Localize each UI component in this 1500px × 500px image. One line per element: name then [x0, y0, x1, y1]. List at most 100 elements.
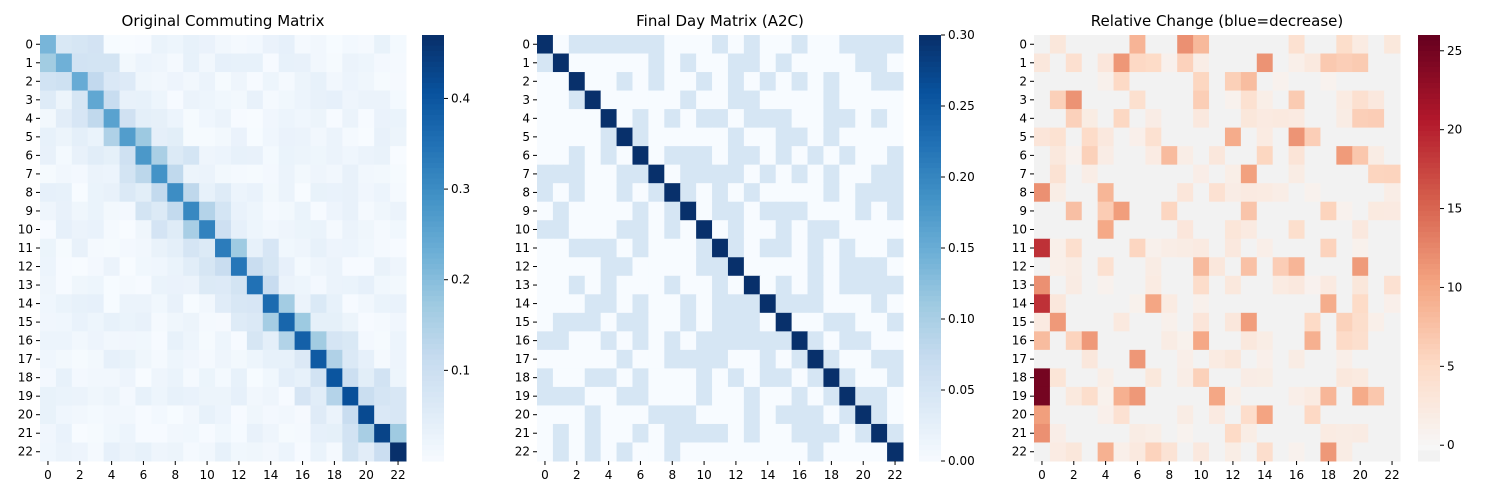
heatmap-cell	[775, 220, 793, 240]
heatmap-cell	[568, 368, 586, 388]
heatmap-cell	[696, 312, 713, 332]
heatmap-cell	[1384, 386, 1401, 406]
heatmap-cell	[871, 201, 888, 221]
heatmap-cell	[294, 127, 312, 147]
colorbar-segment	[1418, 173, 1440, 180]
heatmap-cell	[1304, 183, 1321, 203]
heatmap-cell	[55, 442, 73, 462]
heatmap-cell	[1129, 201, 1146, 221]
heatmap-cell	[791, 331, 809, 351]
heatmap-cell	[1336, 331, 1353, 351]
heatmap-cell	[823, 53, 840, 73]
heatmap-cell	[294, 53, 312, 73]
heatmap-cell	[1113, 423, 1130, 443]
heatmap-cell	[568, 90, 586, 110]
heatmap-cell	[103, 442, 121, 462]
heatmap-cell	[1081, 127, 1099, 147]
heatmap-cell	[246, 423, 264, 443]
colorbar-segment	[919, 418, 941, 425]
heatmap-cell	[632, 442, 649, 462]
colorbar-segment	[422, 35, 444, 41]
colorbar-segment	[1418, 327, 1440, 334]
colorbar-segment	[1418, 130, 1440, 137]
heatmap-cell	[568, 127, 586, 147]
heatmap-cell	[1304, 53, 1321, 73]
heatmap-cell	[680, 109, 697, 129]
heatmap-cell	[1240, 257, 1258, 277]
heatmap-cell	[1256, 220, 1274, 240]
colorbar-segment	[1418, 439, 1440, 446]
heatmap-cell	[1240, 53, 1258, 73]
heatmap-cell	[278, 275, 296, 295]
heatmap-cell	[1272, 109, 1290, 129]
heatmap-cell	[1209, 349, 1226, 369]
colorbar-segment	[919, 205, 941, 212]
heatmap-cell	[246, 72, 264, 92]
y-tick-label: 21	[1012, 426, 1027, 440]
colorbar-segment	[919, 141, 941, 148]
heatmap-cell	[775, 201, 793, 221]
heatmap-cell	[119, 331, 136, 351]
y-tick-label: 4	[25, 111, 33, 125]
heatmap-cell	[743, 442, 761, 462]
heatmap-cell	[183, 257, 200, 277]
heatmap-cell	[1081, 275, 1099, 295]
heatmap-cell	[584, 257, 602, 277]
heatmap-cell	[712, 183, 729, 203]
heatmap-cell	[552, 183, 570, 203]
heatmap-cell	[1224, 275, 1242, 295]
heatmap-cell	[537, 183, 554, 203]
heatmap-cell	[246, 331, 264, 351]
heatmap-cell	[1384, 146, 1401, 166]
heatmap-cell	[839, 109, 856, 129]
heatmap-cell	[1256, 146, 1274, 166]
colorbar-segment	[919, 125, 941, 132]
heatmap-cell	[40, 368, 57, 388]
heatmap-cell	[616, 238, 633, 258]
heatmap-cell	[664, 442, 681, 462]
heatmap-cell	[294, 294, 312, 314]
heatmap-cell	[537, 442, 554, 462]
heatmap-cell	[1065, 368, 1083, 388]
heatmap-cell	[1352, 405, 1369, 425]
heatmap-cell	[887, 35, 904, 55]
heatmap-cell	[246, 183, 264, 203]
heatmap-cell	[1113, 183, 1130, 203]
heatmap-cell	[1065, 35, 1083, 55]
colorbar-segment	[919, 248, 941, 254]
heatmap-cell	[1320, 405, 1337, 425]
heatmap-cell	[119, 423, 136, 443]
heatmap-cell	[759, 146, 777, 166]
heatmap-cell	[1113, 220, 1130, 240]
heatmap-cell	[1161, 127, 1178, 147]
heatmap-cell	[294, 275, 312, 295]
heatmap-cell	[374, 127, 391, 147]
x-tick-label: 0	[44, 468, 52, 482]
heatmap-cell	[246, 368, 264, 388]
heatmap-cell	[1161, 146, 1178, 166]
heatmap-cell	[1034, 109, 1051, 129]
heatmap-cell	[680, 164, 697, 184]
heatmap-cell	[537, 164, 554, 184]
heatmap-cell	[1129, 183, 1146, 203]
heatmap-cell	[664, 109, 681, 129]
x-tick-label: 20	[1353, 468, 1368, 482]
heatmap-cell	[1368, 164, 1385, 184]
colorbar-segment	[422, 232, 444, 238]
heatmap-cell	[71, 331, 89, 351]
heatmap-cell	[855, 127, 872, 147]
heatmap-cell	[1336, 312, 1353, 332]
heatmap-cell	[1209, 442, 1226, 462]
heatmap-cell	[743, 53, 761, 73]
y-tick-label: 17	[1012, 352, 1027, 366]
heatmap-cell	[855, 109, 872, 129]
heatmap-cell	[1145, 72, 1162, 92]
x-tick-label: 0	[1038, 468, 1046, 482]
heatmap-cell	[1224, 53, 1242, 73]
heatmap-cell	[648, 294, 665, 314]
heatmap-cell	[1097, 127, 1115, 147]
heatmap-cell	[552, 349, 570, 369]
heatmap-cell	[358, 201, 375, 221]
heatmap-cell	[55, 423, 73, 443]
heatmap-cell	[230, 294, 248, 314]
